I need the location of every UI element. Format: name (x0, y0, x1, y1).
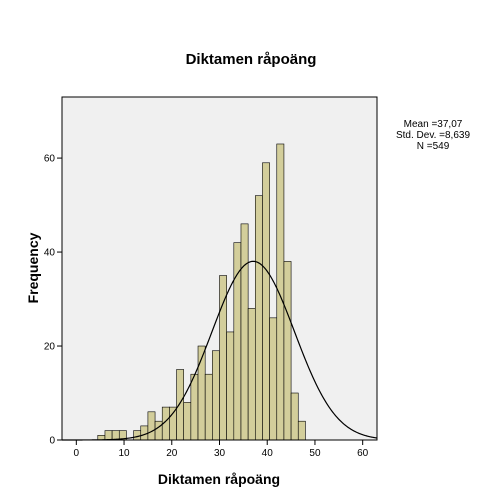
histogram-bar (204, 373, 213, 441)
histogram-bar (262, 162, 270, 441)
axis-ticks: 0 10 20 30 40 50 60 0 20 40 60 (44, 154, 369, 459)
histogram-bar (247, 308, 256, 441)
normal-curve (62, 260, 378, 441)
x-tick-label: 30 (214, 448, 226, 459)
plot-frame (61, 96, 378, 441)
histogram-bar (176, 369, 185, 441)
y-tick-label: 40 (44, 248, 56, 259)
y-tick-label: 0 (49, 436, 55, 447)
histogram-bar (169, 406, 177, 441)
histogram-bar (240, 223, 249, 441)
histogram-bar (212, 350, 220, 441)
x-axis-title: Diktamen råpoäng (158, 471, 280, 487)
histogram-bar (233, 242, 242, 441)
histogram-bar (140, 425, 149, 441)
x-tick-label: 60 (357, 448, 369, 459)
stats-std-dev: Std. Dev. =8,639 (396, 130, 470, 141)
histogram-bar (290, 392, 299, 441)
chart-title: Diktamen råpoäng (186, 51, 317, 68)
histogram-bar (269, 317, 278, 441)
histogram-bar (154, 420, 163, 441)
histogram-bar (104, 430, 113, 441)
x-tick-label: 0 (74, 448, 80, 459)
stats-mean: Mean =37,07 (404, 119, 463, 130)
histogram-bar (133, 430, 142, 441)
histogram-bar (283, 261, 292, 441)
y-tick-label: 20 (44, 342, 56, 353)
histogram-bar (226, 331, 235, 441)
histogram-bar (190, 373, 199, 441)
x-tick-label: 40 (262, 448, 274, 459)
histogram-bar (276, 143, 285, 441)
y-tick-label: 60 (44, 154, 56, 165)
histogram-bar (197, 345, 206, 441)
histogram-bar (183, 402, 192, 441)
stats-n: N =549 (417, 141, 450, 152)
histogram-bar (297, 420, 306, 441)
histogram-bar (254, 195, 263, 441)
histogram-bar (219, 275, 227, 441)
x-tick-label: 10 (118, 448, 130, 459)
histogram-bar (147, 411, 156, 441)
x-tick-label: 50 (309, 448, 321, 459)
y-axis-title: Frequency (25, 232, 41, 303)
stats-legend: Mean =37,07 Std. Dev. =8,639 N =549 (396, 119, 470, 152)
x-tick-label: 20 (166, 448, 178, 459)
